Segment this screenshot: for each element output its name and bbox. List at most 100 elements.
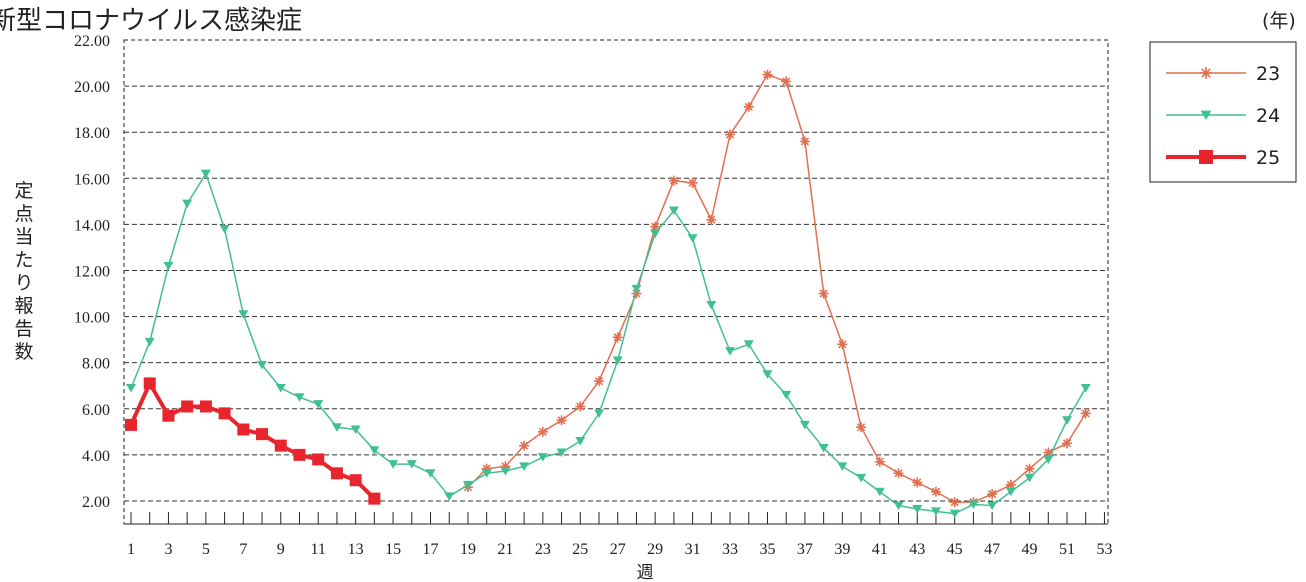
data-point-triangle	[444, 492, 455, 501]
data-point-triangle	[930, 507, 941, 516]
data-point-triangle	[1005, 487, 1016, 497]
data-point-square	[181, 400, 194, 413]
plot-area-frame	[123, 39, 1109, 525]
data-point-triangle	[687, 234, 698, 243]
x-tick-label: 9	[277, 541, 285, 558]
y-tick-label: 14.00	[74, 217, 110, 234]
y-axis-label-char: 数	[14, 341, 34, 363]
x-tick-label: 33	[722, 541, 738, 558]
data-point-triangle	[893, 501, 904, 511]
data-point-square	[125, 418, 137, 431]
x-tick-label: 1	[127, 541, 135, 558]
data-point-triangle	[163, 261, 174, 271]
data-point-triangle	[650, 229, 661, 239]
y-axis-label-char: 当	[14, 226, 34, 248]
data-point-triangle	[781, 390, 792, 400]
x-tick-labels: 1 3 5 7 9 11 13 15 17 19 21 23 25 27 29 31 33 35 37 39 41 43 4…	[127, 541, 1112, 558]
data-point-triangle	[275, 384, 286, 393]
data-point-triangle	[331, 423, 342, 432]
data-point-asterisk	[781, 76, 792, 87]
data-point-triangle	[1062, 416, 1072, 425]
data-point-asterisk	[1005, 479, 1016, 490]
data-point-triangle	[912, 505, 923, 514]
y-axis-label-char: 報	[14, 295, 34, 317]
data-point-asterisk	[706, 214, 717, 225]
x-axis-label: 週	[637, 563, 654, 582]
data-point-triangle	[257, 360, 268, 370]
data-point-triangle	[575, 437, 586, 446]
x-tick-label: 39	[834, 541, 850, 558]
data-point-triangle	[144, 337, 155, 347]
x-tick-label: 35	[759, 541, 775, 558]
data-point-triangle	[200, 169, 211, 179]
data-point-square	[143, 377, 156, 390]
legend-label: 24	[1256, 105, 1280, 127]
data-point-triangle	[743, 340, 754, 349]
x-tick-label: 7	[239, 541, 247, 558]
data-point-triangle	[949, 509, 960, 519]
legend-item-23: 23	[1166, 63, 1280, 85]
data-point-triangle	[874, 487, 885, 497]
x-tick-label: 31	[685, 541, 701, 558]
series-line-23	[467, 73, 1087, 503]
x-tick-label: 37	[797, 541, 813, 558]
data-point-triangle	[406, 460, 417, 469]
data-point-triangle	[762, 370, 773, 379]
data-point-triangle	[294, 393, 305, 402]
y-tick-label: 8.00	[82, 356, 110, 373]
data-point-triangle	[818, 443, 829, 453]
data-point-asterisk	[930, 486, 941, 497]
data-point-triangle	[238, 310, 249, 319]
x-tick-label: 45	[947, 541, 963, 558]
y-tick-label: 18.00	[74, 125, 110, 142]
data-point-asterisk	[594, 376, 604, 387]
data-point-asterisk	[1024, 463, 1035, 474]
y-tick-labels: 2.00 4.00 6.00 8.00 10.00 12.00 14.00 16.00 18.0…	[74, 33, 110, 511]
y-tick-label: 16.00	[74, 171, 110, 188]
y-axis-label-char: り	[14, 272, 34, 294]
data-point-square	[162, 409, 175, 422]
data-point-asterisk	[668, 175, 679, 186]
data-point-triangle	[425, 469, 436, 478]
y-axis-label-char: 点	[14, 203, 34, 225]
series-line-25	[129, 381, 376, 501]
data-point-triangle	[519, 462, 530, 471]
data-point-triangle	[725, 347, 736, 356]
y-tick-label: 6.00	[82, 402, 110, 419]
legend: 23 24 25	[1149, 41, 1297, 183]
data-point-asterisk	[575, 401, 586, 412]
data-point-asterisk	[874, 456, 885, 467]
data-point-asterisk	[687, 177, 698, 188]
series-24	[126, 169, 1091, 519]
data-point-triangle	[500, 466, 511, 476]
x-tick-label: 47	[984, 541, 1000, 558]
x-tick-label: 13	[348, 541, 364, 558]
data-point-square	[199, 400, 212, 413]
data-point-triangle	[799, 420, 810, 430]
x-tick-label: 41	[872, 541, 888, 558]
data-point-asterisk	[519, 440, 530, 451]
data-series	[125, 69, 1091, 519]
chart-title: 新型コロナウイルス感染症	[0, 6, 303, 36]
data-point-triangle	[1024, 473, 1035, 483]
data-point-asterisk	[912, 477, 923, 488]
data-point-triangle	[987, 501, 998, 511]
data-point-triangle	[313, 400, 324, 409]
data-point-asterisk	[837, 339, 848, 350]
legend-item-25: 25	[1166, 147, 1280, 169]
legend-item-24: 24	[1166, 105, 1280, 127]
data-point-triangle	[612, 356, 623, 365]
data-point-triangle	[556, 448, 567, 458]
y-axis-label-char: 定	[14, 180, 34, 202]
y-axis-label: 定点当たり報告数	[12, 180, 36, 364]
data-point-asterisk	[1200, 67, 1212, 79]
data-point-asterisk	[949, 497, 960, 508]
data-point-square	[274, 439, 287, 452]
x-tick-label: 49	[1022, 541, 1038, 558]
data-point-triangle	[126, 384, 136, 393]
series-23	[462, 69, 1091, 508]
data-point-triangle	[631, 284, 642, 294]
y-tick-label: 22.00	[74, 33, 110, 50]
legend-unit-label: (年)	[1262, 10, 1296, 32]
